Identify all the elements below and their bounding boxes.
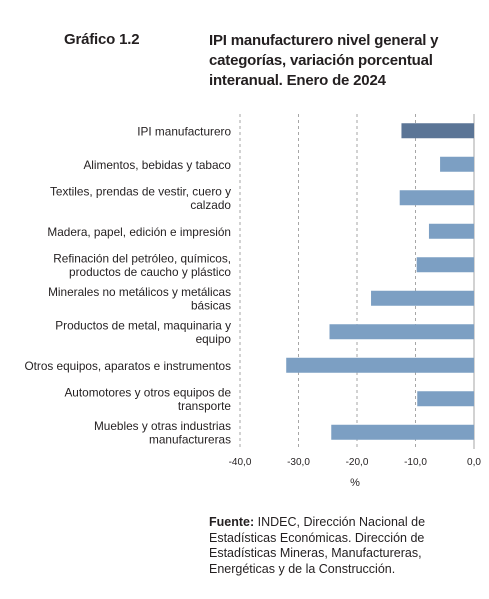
category-label: Refinación del petróleo, químicos, produc… <box>53 252 231 280</box>
bar <box>329 324 474 340</box>
bar-chart: IPI manufacturero Alimentos, bebidas y ta… <box>24 114 482 489</box>
bars <box>286 123 474 440</box>
bar <box>401 123 474 139</box>
x-axis-label: % <box>350 477 360 489</box>
bar <box>440 156 474 172</box>
bar <box>428 223 474 239</box>
source-label: Fuente: <box>209 515 255 529</box>
x-tick-label: -10,0 <box>404 457 427 468</box>
chart-title: IPI manufacturero nivel general y catego… <box>209 32 439 89</box>
bar <box>416 257 474 273</box>
source-text: INDEC, Dirección Nacional de Estadística… <box>209 515 426 576</box>
category-label: Alimentos, bebidas y tabaco <box>83 158 231 172</box>
bar <box>417 391 474 407</box>
category-label: Otros equipos, aparatos e instrumentos <box>24 359 231 373</box>
category-label: Muebles y otras industrias manufactureras <box>94 419 231 447</box>
chart-number: Gráfico 1.2 <box>64 31 140 48</box>
category-label: IPI manufacturero <box>137 124 231 138</box>
category-label: Minerales no metálicos y metálicas básica… <box>48 285 231 313</box>
x-axis-ticks: -40,0 -30,0 -20,0 -10,0 0,0 <box>229 457 482 468</box>
x-tick-label: -40,0 <box>229 457 252 468</box>
bar <box>331 424 474 440</box>
category-labels: IPI manufacturero Alimentos, bebidas y ta… <box>24 124 231 446</box>
category-label: Productos de metal, maquinaria y equipo <box>55 319 231 347</box>
category-label: Automotores y otros equipos de transporte <box>64 386 231 414</box>
source-note: Fuente: INDEC, Dirección Nacional de Est… <box>209 515 477 577</box>
bar <box>286 357 474 373</box>
category-label: Madera, papel, edición e impresión <box>47 225 231 239</box>
category-label: Textiles, prendas de vestir, cuero y calz… <box>50 185 231 213</box>
x-tick-label: -20,0 <box>346 457 369 468</box>
x-tick-label: 0,0 <box>467 457 481 468</box>
bar <box>371 290 474 306</box>
x-tick-label: -30,0 <box>287 457 310 468</box>
bar <box>399 190 474 206</box>
